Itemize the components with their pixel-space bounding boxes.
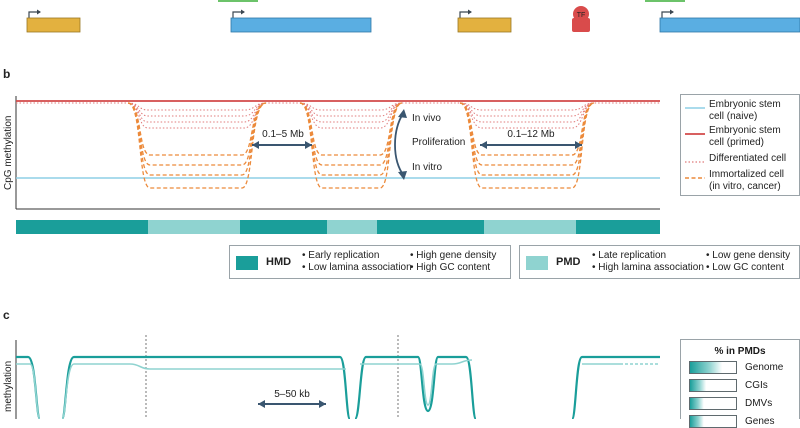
- transcription-factor: TF: [572, 6, 590, 32]
- gene-box: [230, 17, 372, 33]
- pmd-feature: • Low gene density: [706, 250, 791, 261]
- domain-size-arrow-1: [252, 141, 312, 149]
- pmd-segment: [484, 220, 576, 234]
- gene-box: [659, 17, 800, 33]
- methylation-legend: Embryonic stem cell (naive) Embryonic st…: [680, 94, 800, 196]
- domain-size-label-c: 5–50 kb: [274, 389, 310, 400]
- legend-item-immortalized: Immortalized cell (in vitro, cancer): [681, 169, 800, 193]
- in-vitro-label: In vitro: [412, 162, 442, 173]
- gene-box: [457, 17, 512, 33]
- proliferation-arrow: [394, 111, 405, 177]
- cgis-label: CGIs: [745, 380, 768, 391]
- pmd-key: PMD • Late replication • High lamina ass…: [519, 245, 800, 279]
- pmd-feature: • Late replication: [592, 250, 667, 261]
- legend-label: Embryonic stem cell (naive): [709, 99, 781, 122]
- green-marker: [218, 0, 258, 2]
- hmd-feature: • Low lamina association: [302, 262, 412, 273]
- tf-label: TF: [577, 12, 586, 19]
- legend-label: Embryonic stem cell (primed): [709, 125, 781, 148]
- pmd-abbr: PMD: [556, 256, 581, 268]
- hmd-feature: • High gene density: [410, 250, 497, 261]
- domain-size-label-1: 0.1–5 Mb: [262, 129, 304, 140]
- domain-size-arrow-c: [258, 400, 326, 408]
- legend-item-naive: Embryonic stem cell (naive): [681, 99, 800, 123]
- genome-bar: [689, 361, 737, 374]
- domain-size-label-2: 0.1–12 Mb: [507, 129, 555, 140]
- promoter-arrow-icon: [37, 9, 41, 15]
- in-pmds-title: % in PMDs: [714, 346, 766, 357]
- genes-bar: [689, 415, 737, 428]
- pmd-feature: • Low GC content: [706, 262, 784, 273]
- promoter-arrow-icon: [468, 9, 472, 15]
- legend-label: Immortalized cell (in vitro, cancer): [709, 169, 785, 192]
- proliferation-label: Proliferation: [412, 137, 465, 148]
- dotted-line-swatch-icon: [685, 161, 705, 163]
- panel-label-b: b: [3, 67, 10, 81]
- dmvs-bar: [689, 397, 737, 410]
- gene-box: [26, 17, 81, 33]
- dmvs-label: DMVs: [745, 398, 773, 409]
- legend-item-primed: Embryonic stem cell (primed): [681, 125, 800, 149]
- in-vivo-label: In vivo: [412, 113, 441, 124]
- panel-b-plot: CpG methylation: [3, 96, 660, 210]
- immortalized-cell-lines: [127, 102, 595, 189]
- in-pmds-legend: % in PMDs Genome CGIs DMVs Genes: [680, 339, 800, 428]
- hmd-key: HMD • Early replication • Low lamina ass…: [229, 245, 511, 279]
- domain-bar: [16, 220, 660, 234]
- pmd-feature: • High lamina association: [592, 262, 704, 273]
- methylation-profile-dark: [16, 355, 660, 419]
- methylation-profile-light: [16, 359, 620, 419]
- figure-canvas: TF b CpG methylation: [3, 0, 800, 419]
- gene-track: TF: [26, 0, 800, 33]
- hmd-abbr: HMD: [266, 256, 292, 268]
- arrowhead-icon: [398, 171, 407, 180]
- promoter-arrow-icon: [241, 9, 245, 15]
- genes-label: Genes: [745, 416, 775, 427]
- dashed-line-swatch-icon: [685, 177, 705, 179]
- y-axis-label: CpG methylation: [3, 116, 14, 190]
- solid-line-swatch-icon: [685, 133, 705, 135]
- domain-size-arrow-2: [480, 141, 582, 149]
- panel-c-plot: methylation 5–50 kb: [3, 335, 660, 419]
- y-axis-label: methylation: [3, 361, 14, 412]
- pmd-segment: [327, 220, 377, 234]
- panel-label-c: c: [3, 308, 10, 322]
- genome-label: Genome: [745, 362, 784, 373]
- solid-line-swatch-icon: [685, 107, 705, 109]
- hmd-feature: • High GC content: [410, 262, 491, 273]
- legend-item-differentiated: Differentiated cell: [681, 153, 800, 177]
- differentiated-cell-lines: [16, 102, 660, 129]
- hmd-feature: • Early replication: [302, 250, 380, 261]
- legend-label: Differentiated cell: [709, 153, 787, 164]
- hmd-swatch: [236, 256, 258, 270]
- arrowhead-icon: [398, 109, 407, 118]
- pmd-swatch: [526, 256, 548, 270]
- pmd-segment: [148, 220, 240, 234]
- promoter-arrow-icon: [670, 9, 674, 15]
- green-marker: [645, 0, 685, 2]
- cgis-bar: [689, 379, 737, 392]
